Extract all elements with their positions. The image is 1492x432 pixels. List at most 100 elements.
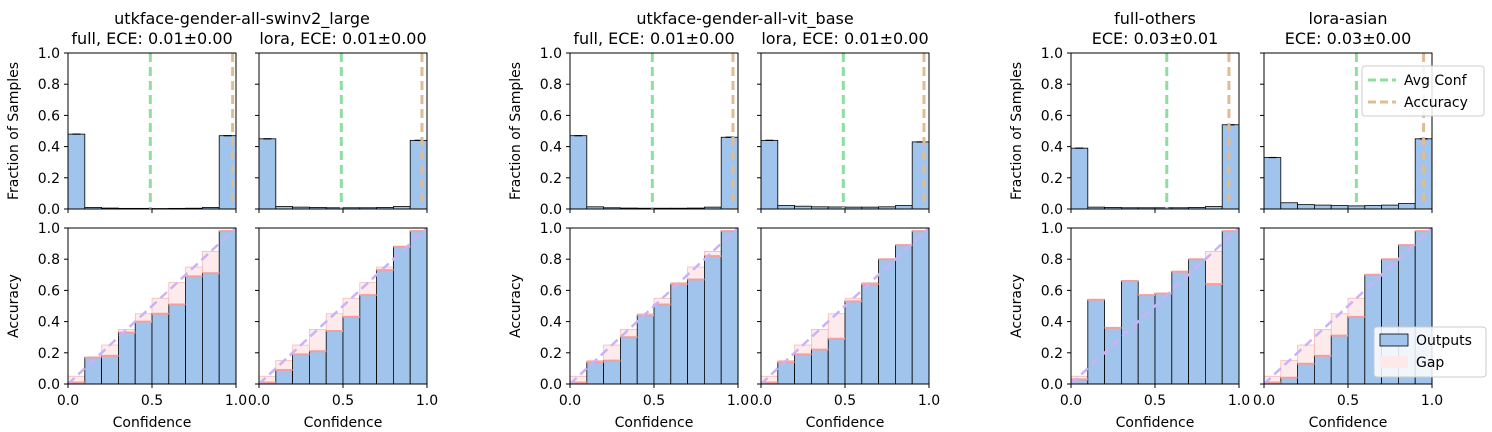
x-axis-label: Confidence (113, 415, 192, 431)
y-tick-label: 1.0 (1041, 46, 1063, 62)
output-bar (844, 300, 863, 385)
fraction-bar (1381, 204, 1399, 210)
y-tick-label: 0.2 (38, 346, 60, 362)
x-tick-label: 1.0 (727, 393, 749, 409)
y-tick-label: 0.4 (38, 140, 60, 156)
gap-bar (202, 251, 220, 274)
gap-bar (309, 329, 327, 352)
y-tick-label: 0.2 (540, 346, 562, 362)
fraction-bar (1297, 204, 1315, 210)
y-tick-label: 0.8 (540, 252, 562, 268)
x-tick-label: 1.0 (225, 393, 247, 409)
output-bar (218, 230, 237, 385)
gap-bar (168, 282, 186, 305)
fraction-bar (67, 133, 86, 210)
output-bar (794, 353, 812, 385)
y-axis-label: Fraction of Samples (1009, 62, 1025, 200)
x-tick-label: 0.5 (834, 393, 856, 409)
fraction-bar (1280, 202, 1299, 210)
fraction-bar (569, 135, 588, 210)
legend-avg-conf-label: Avg Conf (1404, 73, 1468, 89)
output-bar (101, 355, 119, 385)
output-bar (777, 361, 795, 385)
output-bar (878, 258, 896, 385)
panel-title: lora, ECE: 0.01±0.00 (761, 29, 928, 48)
gap-bar (827, 313, 846, 340)
y-tick-label: 0.8 (1041, 252, 1063, 268)
y-tick-label: 0.6 (38, 283, 60, 299)
x-tick-label: 1.0 (918, 393, 940, 409)
output-bar (1205, 283, 1223, 385)
y-tick-label: 0.6 (1041, 108, 1063, 124)
y-tick-label: 0.0 (38, 377, 60, 393)
fraction-bar (409, 139, 428, 210)
fraction-bar (760, 139, 779, 210)
output-bar (620, 336, 638, 385)
fraction-bar (720, 136, 739, 210)
output-bar (1297, 363, 1315, 385)
output-bar (359, 294, 377, 385)
y-tick-label: 0.6 (1041, 283, 1063, 299)
output-bar (1154, 293, 1173, 385)
x-tick-label: 0.5 (643, 393, 665, 409)
output-bar (1188, 258, 1206, 385)
gap-bar (811, 329, 829, 350)
gap-bar (603, 344, 621, 361)
x-tick-label: 0.0 (1253, 393, 1275, 409)
x-tick-label: 0.0 (750, 393, 772, 409)
x-axis-label: Confidence (615, 415, 694, 431)
output-bar (861, 283, 879, 385)
perfect-calibration-line (258, 227, 428, 385)
output-bar (376, 269, 394, 385)
panel-title: ECE: 0.03±0.00 (1285, 29, 1412, 48)
y-tick-label: 0.8 (38, 252, 60, 268)
output-bar (1087, 299, 1106, 385)
x-tick-label: 0.0 (248, 393, 270, 409)
output-bar (342, 316, 361, 385)
output-bar (201, 272, 220, 385)
y-tick-label: 0.4 (1041, 140, 1063, 156)
output-bar (185, 275, 203, 385)
x-axis-label: Confidence (1309, 415, 1388, 431)
output-bar (1121, 280, 1139, 385)
output-bar (704, 255, 722, 385)
y-axis-label: Fraction of Samples (508, 62, 524, 200)
group-title: utkface-gender-all-swinv2_large (114, 9, 370, 29)
output-bar (603, 360, 621, 385)
output-bar (636, 314, 655, 385)
axes-frame (569, 52, 739, 210)
y-tick-label: 0.0 (38, 202, 60, 218)
fraction-bar (911, 141, 930, 210)
output-bar (1137, 294, 1156, 385)
legend-outputs-label: Outputs (1416, 333, 1472, 349)
y-tick-label: 0.8 (1041, 77, 1063, 93)
gap-bar (325, 313, 344, 332)
panel-title: full-others (1114, 9, 1196, 28)
x-tick-label: 1.0 (1421, 393, 1443, 409)
fraction-bar (895, 205, 913, 210)
panel-title: ECE: 0.03±0.01 (1092, 29, 1219, 48)
x-tick-label: 0.5 (332, 393, 354, 409)
fraction-bar (1070, 147, 1089, 210)
output-bar (811, 349, 829, 385)
y-tick-label: 1.0 (38, 46, 60, 62)
output-bar (586, 361, 604, 385)
perfect-calibration-line (67, 227, 237, 385)
y-tick-label: 0.4 (540, 140, 562, 156)
y-tick-label: 0.4 (1041, 315, 1063, 331)
group-title: utkface-gender-all-vit_base (636, 9, 853, 29)
y-axis-label: Fraction of Samples (6, 62, 22, 200)
y-tick-label: 0.2 (38, 171, 60, 187)
fraction-bar (1314, 204, 1332, 210)
y-tick-label: 0.0 (540, 202, 562, 218)
output-bar (1314, 355, 1332, 385)
fraction-bar (1330, 205, 1349, 210)
y-tick-label: 0.0 (540, 377, 562, 393)
perfect-calibration-line (760, 227, 930, 385)
output-bar (911, 230, 930, 385)
x-axis-label: Confidence (304, 415, 383, 431)
gap-bar (687, 266, 705, 280)
output-bar (118, 332, 136, 385)
y-tick-label: 1.0 (1041, 221, 1063, 237)
